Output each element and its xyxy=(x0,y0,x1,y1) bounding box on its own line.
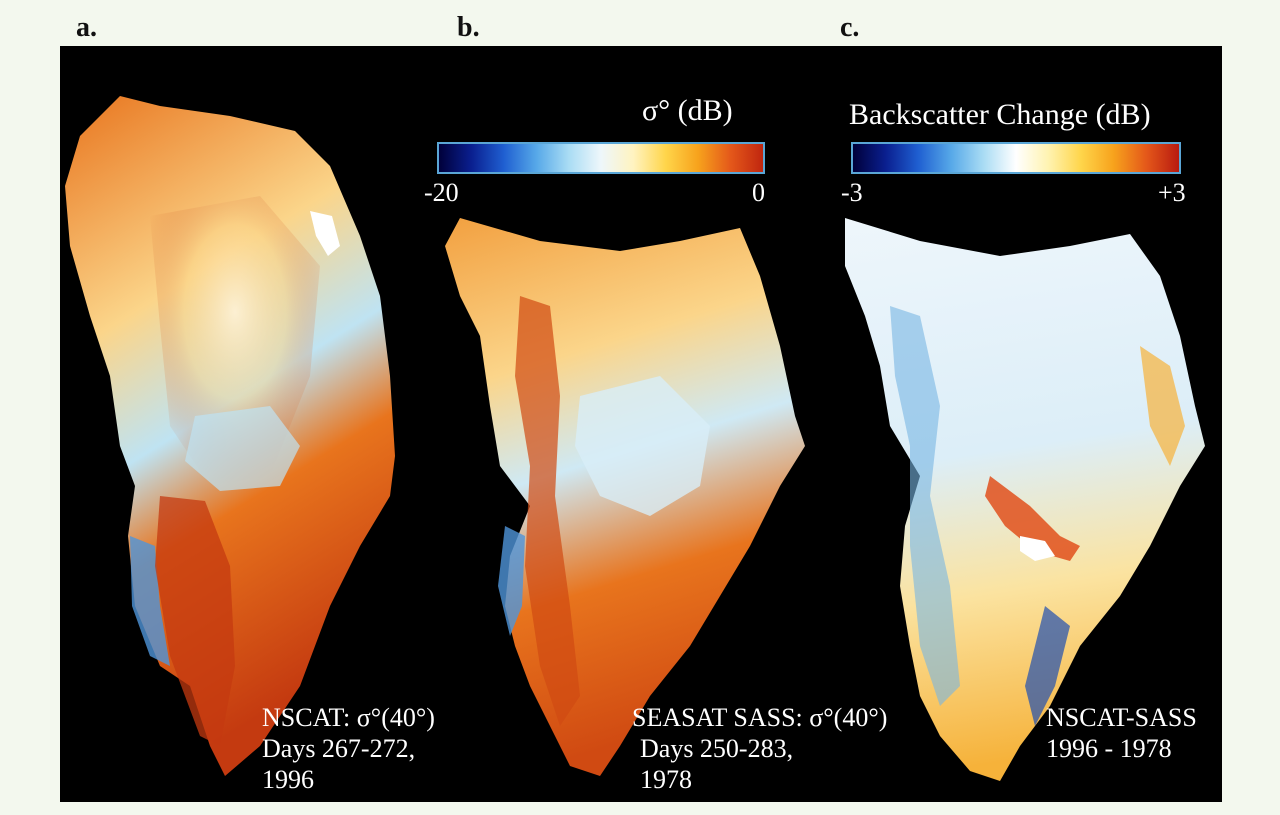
greenland-maps xyxy=(65,96,1205,781)
interior-blue-a xyxy=(185,406,300,491)
caption-c-line-2: 1996 - 1978 xyxy=(1046,734,1172,763)
change-colorbar-min-label: -3 xyxy=(841,178,863,207)
map-panel-c xyxy=(845,218,1205,781)
change-colorbar-title: Backscatter Change (dB) xyxy=(849,98,1151,131)
panel-label-a: a. xyxy=(76,12,97,43)
caption-b: SEASAT SASS: σ°(40°) Days 250-283, 1978 xyxy=(632,702,887,795)
caption-c: NSCAT-SASS 1996 - 1978 xyxy=(1046,702,1197,764)
sigma-colorbar-min-label: -20 xyxy=(424,178,459,207)
snow-patch-a xyxy=(310,211,340,256)
change-colorbar-max-label: +3 xyxy=(1158,178,1186,207)
caption-b-line-1: SEASAT SASS: σ°(40°) xyxy=(632,703,888,732)
change-blue-band-c xyxy=(890,306,960,706)
greenland-shape-c xyxy=(845,218,1205,781)
change-orange-coast-c xyxy=(1140,346,1185,466)
sigma-colorbar xyxy=(437,142,765,174)
caption-a: NSCAT: σ°(40°) Days 267-272, 1996 xyxy=(262,702,435,795)
interior-light-a xyxy=(150,196,320,486)
interior-blue-b xyxy=(575,376,710,516)
coast-blue-a xyxy=(130,536,170,666)
dark-west-b xyxy=(515,296,580,726)
change-dark-coast-c xyxy=(1025,606,1070,726)
sigma-colorbar-max-label: 0 xyxy=(752,178,765,207)
panel-label-b: b. xyxy=(457,12,480,43)
change-red-streak-c xyxy=(985,476,1080,561)
sigma-colorbar-title: σ° (dB) xyxy=(642,94,733,127)
change-colorbar xyxy=(851,142,1181,174)
dark-west-a xyxy=(155,496,235,746)
caption-b-line-2: Days 250-283, xyxy=(640,734,794,763)
caption-a-line-2: Days 267-272, xyxy=(262,734,416,763)
caption-c-line-1: NSCAT-SASS xyxy=(1046,703,1197,732)
panel-label-c: c. xyxy=(840,12,860,43)
map-frame: σ° (dB) -20 0 Backscatter Change (dB) -3… xyxy=(60,46,1222,802)
change-white-patch-c xyxy=(1020,536,1055,561)
coast-blue-b xyxy=(498,526,525,636)
caption-a-line-1: NSCAT: σ°(40°) xyxy=(262,703,435,732)
caption-b-line-3: 1978 xyxy=(640,765,692,794)
map-panel-a xyxy=(65,96,395,776)
map-panel-b xyxy=(445,218,805,776)
caption-a-line-3: 1996 xyxy=(262,765,314,794)
